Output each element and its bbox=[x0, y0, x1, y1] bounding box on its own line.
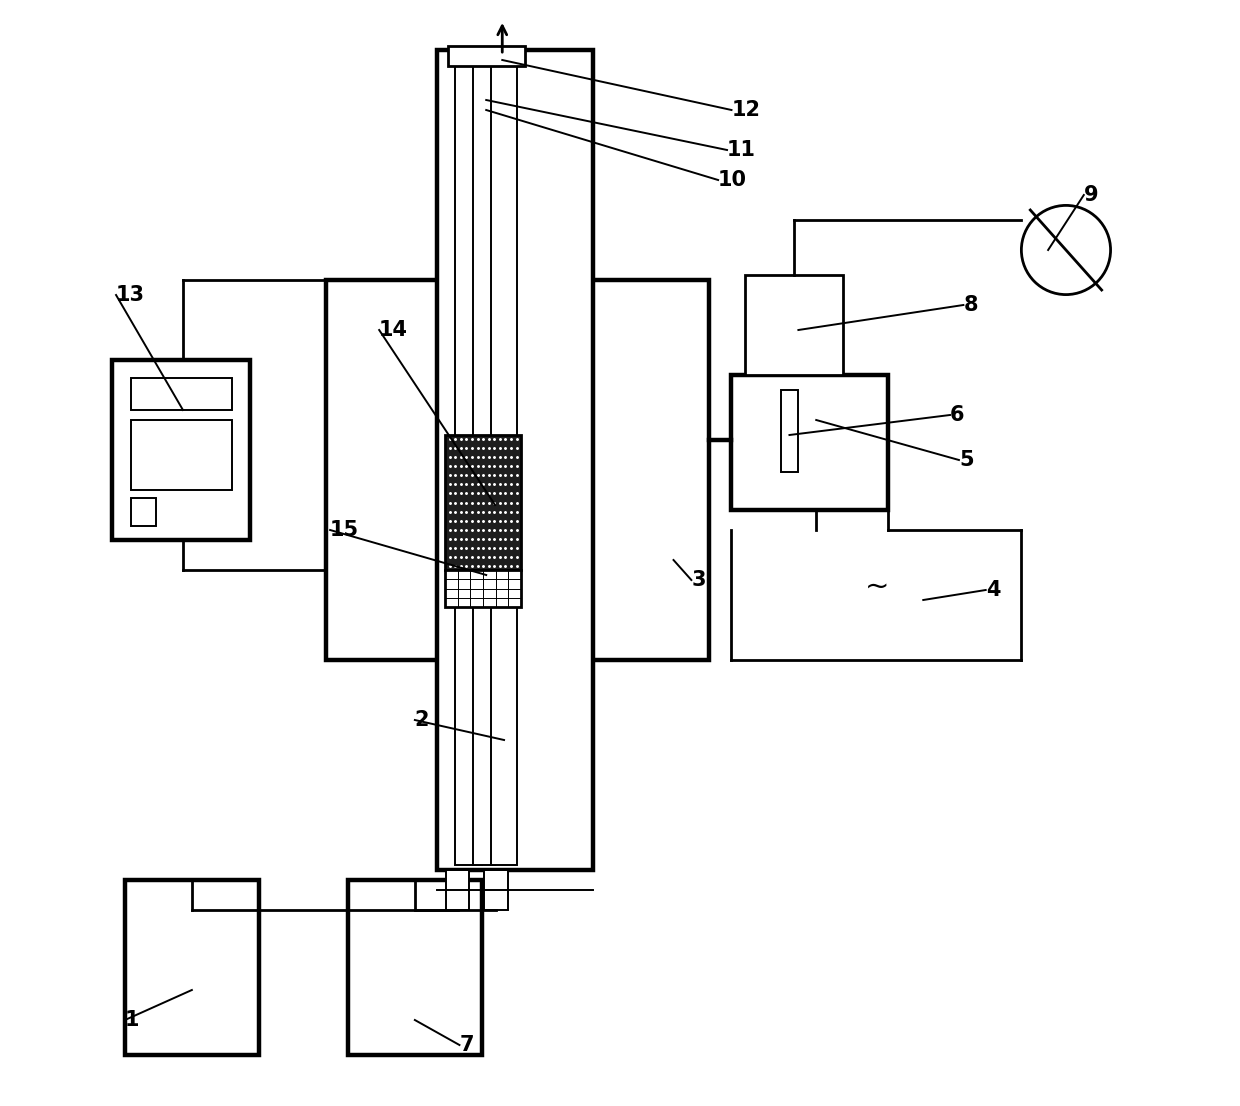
Bar bbox=[485, 870, 507, 910]
Text: 11: 11 bbox=[727, 140, 756, 160]
Bar bbox=[745, 275, 843, 375]
Text: 7: 7 bbox=[460, 1035, 474, 1055]
Bar bbox=[131, 498, 156, 526]
Text: 6: 6 bbox=[950, 405, 965, 425]
Bar bbox=[780, 390, 799, 472]
Bar bbox=[131, 420, 232, 490]
Bar bbox=[445, 570, 521, 607]
Bar bbox=[326, 280, 709, 660]
Bar bbox=[472, 60, 495, 865]
Bar bbox=[448, 46, 525, 66]
Bar bbox=[112, 359, 249, 540]
Text: 13: 13 bbox=[117, 285, 145, 305]
Text: 4: 4 bbox=[986, 580, 1001, 599]
Text: 14: 14 bbox=[379, 320, 408, 340]
Bar bbox=[445, 435, 521, 570]
Bar bbox=[491, 60, 517, 865]
Text: 2: 2 bbox=[415, 710, 429, 730]
Bar bbox=[348, 880, 482, 1055]
Bar bbox=[438, 50, 593, 870]
Bar bbox=[131, 378, 232, 410]
Text: 9: 9 bbox=[1084, 185, 1099, 205]
Text: 12: 12 bbox=[732, 100, 760, 119]
Bar bbox=[125, 880, 259, 1055]
Text: 8: 8 bbox=[963, 295, 978, 315]
Text: 3: 3 bbox=[692, 570, 706, 589]
Bar bbox=[446, 870, 469, 910]
Text: 5: 5 bbox=[959, 450, 973, 470]
Bar bbox=[732, 375, 888, 510]
Bar bbox=[455, 60, 482, 865]
Text: 10: 10 bbox=[718, 170, 748, 190]
Text: ~: ~ bbox=[864, 573, 889, 601]
Text: 15: 15 bbox=[330, 520, 360, 540]
Text: 1: 1 bbox=[125, 1010, 139, 1030]
